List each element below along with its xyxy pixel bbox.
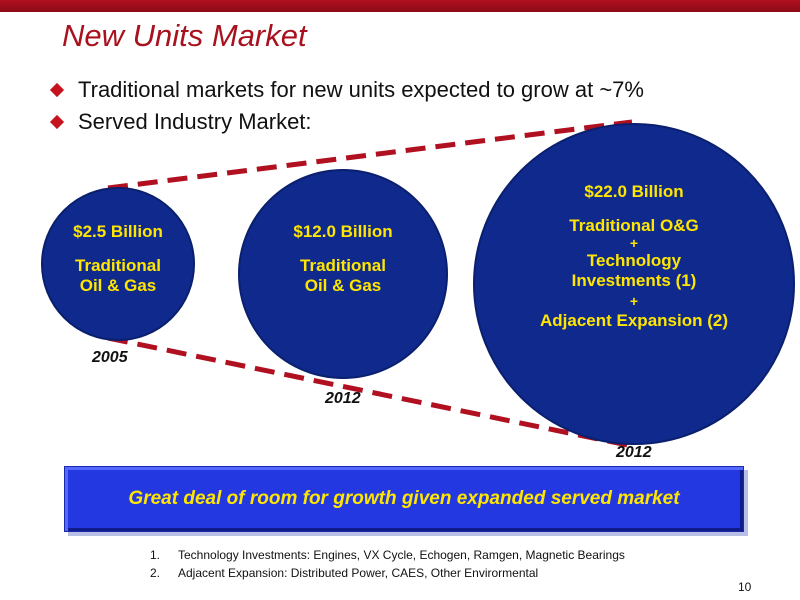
bullet-text: Traditional markets for new units expect…: [78, 77, 644, 102]
circle-line: +: [629, 293, 639, 309]
circle-line: Traditional O&G: [569, 216, 699, 235]
circle-line: Technology: [586, 251, 682, 270]
circle-amount: $12.0 Billion: [293, 222, 393, 241]
slide-title: New Units Market: [62, 18, 307, 53]
callout-banner: Great deal of room for growth given expa…: [64, 466, 744, 532]
year-label: 2012: [616, 444, 652, 461]
banner-text: Great deal of room for growth given expa…: [128, 488, 680, 509]
circle-line: Traditional: [300, 256, 386, 275]
footnotes: 1. Technology Investments: Engines, VX C…: [150, 548, 625, 584]
bullet-item: Served Industry Market:: [49, 106, 644, 138]
circle-line: Investments (1): [571, 271, 697, 290]
bullet-list: Traditional markets for new units expect…: [49, 74, 644, 138]
circle-line: Adjacent Expansion (2): [540, 311, 728, 330]
top-accent-bar: [0, 0, 800, 12]
circle-amount: $22.0 Billion: [584, 182, 684, 201]
page-number: 10: [738, 580, 752, 594]
circle-3-label: $22.0 Billion Traditional O&G + Technolo…: [504, 182, 764, 331]
footnote-item: 2. Adjacent Expansion: Distributed Power…: [150, 566, 625, 584]
circle-amount: $2.5 Billion: [73, 222, 163, 241]
circle-2012-traditional-market: [238, 169, 448, 379]
bullet-text: Served Industry Market:: [78, 109, 312, 134]
circle-2-label: $12.0 Billion Traditional Oil & Gas: [263, 222, 423, 296]
circle-2012-served-market: [473, 123, 795, 445]
footnote-text: Adjacent Expansion: Distributed Power, C…: [178, 566, 539, 580]
circle-line: Oil & Gas: [304, 276, 382, 295]
circle-1-label: $2.5 Billion Traditional Oil & Gas: [48, 222, 188, 296]
circle-line: +: [629, 235, 639, 251]
circle-line: Oil & Gas: [79, 276, 157, 295]
footnote-number: 2.: [150, 566, 161, 580]
circle-2005-market: [41, 187, 195, 341]
footnote-text: Technology Investments: Engines, VX Cycl…: [178, 548, 625, 562]
footnote-number: 1.: [150, 548, 161, 562]
bullet-item: Traditional markets for new units expect…: [49, 74, 644, 106]
year-label: 2005: [92, 349, 128, 366]
footnote-item: 1. Technology Investments: Engines, VX C…: [150, 548, 625, 566]
year-label: 2012: [325, 390, 361, 407]
circle-line: Traditional: [75, 256, 161, 275]
